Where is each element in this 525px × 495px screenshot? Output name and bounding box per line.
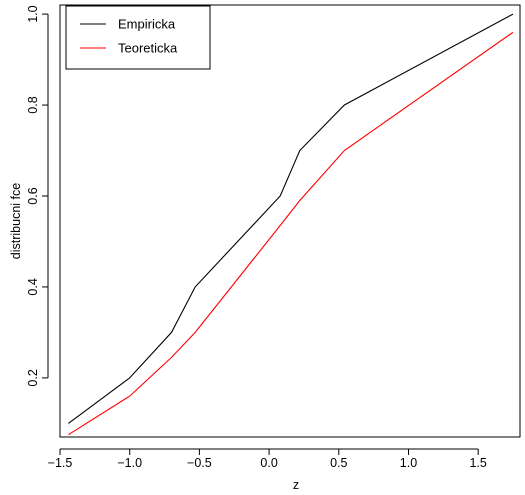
y-axis: 0.2 0.4 0.6 0.8 1.0 <box>26 5 49 387</box>
x-tick-label: −1.0 <box>117 456 142 470</box>
series-layer <box>68 13 514 436</box>
x-tick-label: 1.5 <box>469 456 486 470</box>
legend-label-teoreticka: Teoreticka <box>118 41 178 56</box>
y-tick-label: 0.8 <box>26 96 40 113</box>
x-tick-label: 0.0 <box>260 456 277 470</box>
y-tick-label: 0.6 <box>26 187 40 204</box>
x-axis-title: z <box>293 478 299 492</box>
y-tick-label: 0.2 <box>26 369 40 386</box>
x-tick-label: −0.5 <box>187 456 212 470</box>
x-tick-label: 0.5 <box>330 456 347 470</box>
x-tick-label: 1.0 <box>400 456 417 470</box>
y-tick-label: 1.0 <box>26 5 40 22</box>
series-line-teoreticka <box>68 31 514 436</box>
legend-label-empiricka: Empiricka <box>118 17 176 32</box>
legend: Empiricka Teoreticka <box>65 5 211 70</box>
plot-frame <box>59 4 521 438</box>
y-axis-title: distribucni fce <box>9 183 23 259</box>
y-tick-label: 0.4 <box>26 278 40 295</box>
legend-box <box>65 5 211 70</box>
series-line-empiricka <box>68 13 514 424</box>
x-axis: −1.5 −1.0 −0.5 0.0 0.5 1.0 1.5 <box>48 448 487 470</box>
x-tick-label: −1.5 <box>48 456 73 470</box>
